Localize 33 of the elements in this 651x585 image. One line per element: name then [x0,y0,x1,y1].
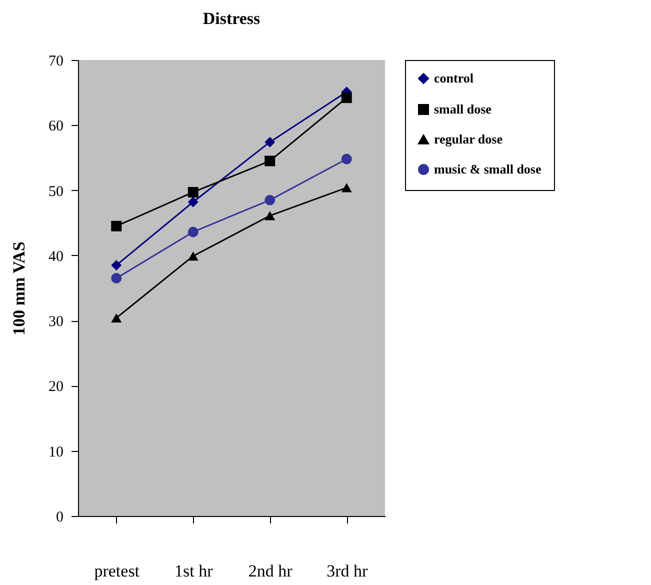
x-tick-label: 3rd hr [326,562,368,580]
point [341,183,352,192]
point [111,220,122,232]
x-tick-label: 2nd hr [248,562,293,580]
y-axis-title: 100 mm VAS [10,242,28,336]
y-tick-label: 70 [48,54,64,70]
point [341,92,352,104]
y-tick-label: 50 [48,184,64,200]
legend-label: control [434,70,474,86]
point [111,260,122,270]
point [264,136,276,148]
point [264,156,276,166]
y-tick-label: 10 [48,444,64,460]
legend-label: music & small dose [434,162,542,176]
point [111,313,122,323]
y-tick-label: 30 [48,314,64,330]
legend-label: regular dose [434,132,503,146]
x-tick-label: pretest [94,562,140,580]
point [188,226,198,238]
y-tick-label: 40 [48,248,64,265]
point [188,186,198,198]
point [111,272,122,284]
chart-title: Distress [202,9,261,28]
legend-label: small dose [434,102,492,116]
point [188,252,198,261]
point [188,196,198,208]
y-tick-label: 20 [48,379,64,396]
y-tick-label: 60 [48,118,64,135]
point [264,211,276,220]
x-tick-label: 1st hr [174,562,214,580]
y-tick-label: 0 [56,510,64,526]
point [341,154,352,164]
point [264,194,276,206]
